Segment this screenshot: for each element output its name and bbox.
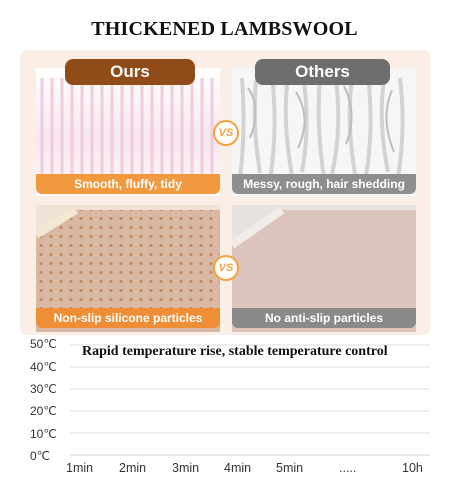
x-tick-label: 10h: [402, 461, 423, 475]
x-tick-label: .....: [339, 461, 357, 475]
ours-wool-image: [36, 68, 220, 196]
y-tick-label: 40℃: [30, 360, 57, 374]
y-tick-label: 0℃: [30, 449, 51, 463]
y-tick-label: 20℃: [30, 404, 57, 418]
x-tick-label: 2min: [119, 461, 147, 475]
x-tick-label: 4min: [224, 461, 252, 475]
y-tick-label: 50℃: [30, 337, 57, 351]
chart-title: Rapid temperature rise, stable temperatu…: [82, 344, 388, 359]
chart-plot: [70, 344, 430, 456]
x-tick-label: 1min: [66, 461, 94, 475]
ours-nonslip-image: [36, 205, 220, 332]
ours-label: Ours: [65, 59, 195, 85]
y-tick-label: 30℃: [30, 382, 57, 396]
page-title: THICKENED LAMBSWOOL: [91, 18, 358, 40]
x-tick-label: 3min: [172, 461, 200, 475]
vs-badge: VS: [213, 255, 239, 281]
caption-others-nonslip: No anti-slip particles: [232, 308, 416, 328]
vs-badge: VS: [213, 120, 239, 146]
caption-ours-nonslip: Non-slip silicone particles: [36, 308, 220, 328]
y-tick-label: 10℃: [30, 427, 57, 441]
caption-others-wool: Messy, rough, hair shedding: [232, 174, 416, 194]
x-tick-label: 5min: [276, 461, 304, 475]
caption-ours-wool: Smooth, fluffy, tidy: [36, 174, 220, 194]
others-label: Others: [255, 59, 390, 85]
